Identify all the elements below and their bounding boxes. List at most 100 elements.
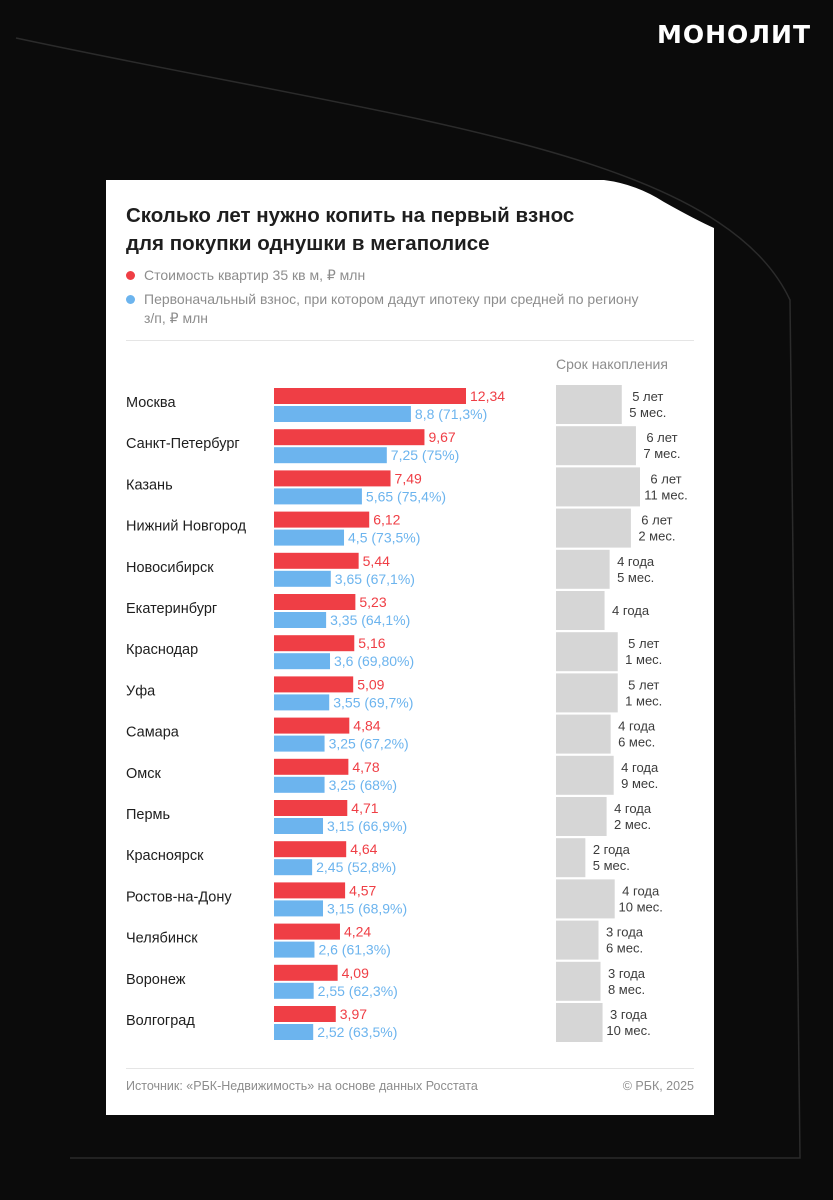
data-label-price: 12,34: [470, 388, 505, 404]
bar-price: [274, 512, 369, 528]
bar-accumulation: [556, 632, 618, 671]
data-label-down-payment: 3,65 (67,1%): [335, 571, 415, 587]
data-label-accumulation: 9 мес.: [621, 776, 658, 791]
data-label-accumulation: 6 лет: [646, 430, 677, 445]
data-label-down-payment: 3,6 (69,80%): [334, 653, 414, 669]
data-label-accumulation: 3 года: [610, 1007, 648, 1022]
bar-price: [274, 553, 359, 569]
category-label: Новосибирск: [126, 560, 214, 576]
data-label-accumulation: 2 года: [593, 842, 631, 857]
bar-down-payment: [274, 488, 362, 504]
bar-price: [274, 635, 354, 651]
bar-accumulation: [556, 797, 607, 836]
bar-down-payment: [274, 406, 411, 422]
data-label-accumulation: 4 года: [621, 760, 659, 775]
data-label-accumulation: 4 года: [617, 554, 655, 569]
data-label-accumulation: 5 лет: [628, 636, 659, 651]
data-label-accumulation: 5 мес.: [629, 405, 666, 420]
data-label-accumulation: 5 лет: [632, 389, 663, 404]
data-label-down-payment: 3,55 (69,7%): [333, 694, 413, 710]
data-label-accumulation: 10 мес.: [606, 1023, 650, 1038]
category-label: Ростов-на-Дону: [126, 889, 232, 905]
legend-item-down-payment: Первоначальный взнос, при котором дадут …: [126, 290, 644, 328]
bar-accumulation: [556, 962, 601, 1001]
data-label-down-payment: 2,55 (62,3%): [318, 983, 398, 999]
bar-price: [274, 924, 340, 940]
category-label: Омск: [126, 766, 161, 782]
data-label-down-payment: 7,25 (75%): [391, 447, 459, 463]
legend-red-dot: [126, 271, 135, 280]
data-label-price: 9,67: [428, 429, 455, 445]
bar-accumulation: [556, 467, 640, 506]
category-label: Нижний Новгород: [126, 519, 247, 535]
category-label: Екатеринбург: [126, 601, 217, 617]
data-label-price: 5,09: [357, 676, 384, 692]
bar-accumulation: [556, 385, 622, 424]
accumulation-header: Срок накопления: [556, 356, 668, 372]
data-label-down-payment: 5,65 (75,4%): [366, 488, 446, 504]
bar-price: [274, 1006, 336, 1022]
data-label-price: 4,57: [349, 882, 376, 898]
category-label: Волгоград: [126, 1013, 195, 1029]
bar-accumulation: [556, 509, 631, 548]
data-label-accumulation: 8 мес.: [608, 982, 645, 997]
chart-title: Сколько лет нужно копить на первый взнос…: [126, 204, 575, 255]
data-label-down-payment: 3,25 (68%): [329, 777, 397, 793]
data-label-accumulation: 4 года: [622, 883, 660, 898]
data-label-price: 7,49: [395, 470, 422, 486]
bar-price: [274, 965, 338, 981]
data-label-down-payment: 3,15 (66,9%): [327, 818, 407, 834]
bar-accumulation: [556, 756, 614, 795]
category-label: Москва: [126, 395, 176, 411]
data-label-down-payment: 4,5 (73,5%): [348, 530, 420, 546]
divider-bottom: [126, 1068, 694, 1069]
bar-accumulation: [556, 550, 610, 589]
bar-down-payment: [274, 447, 387, 463]
data-label-down-payment: 2,6 (61,3%): [318, 942, 390, 958]
category-label: Воронеж: [126, 972, 186, 988]
bar-down-payment: [274, 571, 331, 587]
legend-label-down-payment: Первоначальный взнос, при котором дадут …: [144, 291, 639, 326]
brand-logo: МОНОЛИТ: [656, 20, 811, 49]
bar-down-payment: [274, 983, 314, 999]
source-note: Источник: «РБК-Недвижимость» на основе д…: [126, 1079, 478, 1093]
bar-down-payment: [274, 900, 323, 916]
bar-price: [274, 759, 348, 775]
bar-price: [274, 841, 346, 857]
bar-price: [274, 718, 349, 734]
bar-down-payment: [274, 777, 325, 793]
bar-accumulation: [556, 1003, 603, 1042]
category-label: Краснодар: [126, 642, 198, 658]
category-label: Челябинск: [126, 931, 198, 947]
bar-price: [274, 676, 353, 692]
data-label-price: 4,71: [351, 800, 378, 816]
bar-price: [274, 800, 347, 816]
data-label-accumulation: 3 года: [608, 966, 646, 981]
data-label-price: 4,09: [342, 965, 369, 981]
bar-price: [274, 470, 391, 486]
data-label-down-payment: 2,52 (63,5%): [317, 1024, 397, 1040]
data-label-accumulation: 4 года: [618, 719, 656, 734]
data-label-accumulation: 6 мес.: [618, 735, 655, 750]
bar-accumulation: [556, 921, 599, 960]
bar-accumulation: [556, 838, 585, 877]
data-label-accumulation: 1 мес.: [625, 693, 662, 708]
bar-accumulation: [556, 591, 605, 630]
category-label: Санкт-Петербург: [126, 436, 240, 452]
data-label-accumulation: 2 мес.: [638, 529, 675, 544]
data-label-down-payment: 8,8 (71,3%): [415, 406, 487, 422]
divider-top: [126, 340, 694, 341]
data-label-accumulation: 10 мес.: [619, 899, 663, 914]
data-label-accumulation: 6 лет: [641, 513, 672, 528]
data-label-accumulation: 6 лет: [650, 471, 681, 486]
data-label-accumulation: 5 лет: [628, 677, 659, 692]
data-label-accumulation: 2 мес.: [614, 817, 651, 832]
data-label-price: 5,16: [358, 635, 385, 651]
data-label-price: 4,24: [344, 924, 371, 940]
data-label-price: 6,12: [373, 512, 400, 528]
category-label: Пермь: [126, 807, 170, 823]
bar-price: [274, 429, 424, 445]
bar-price: [274, 388, 466, 404]
data-label-accumulation: 7 мес.: [643, 446, 680, 461]
